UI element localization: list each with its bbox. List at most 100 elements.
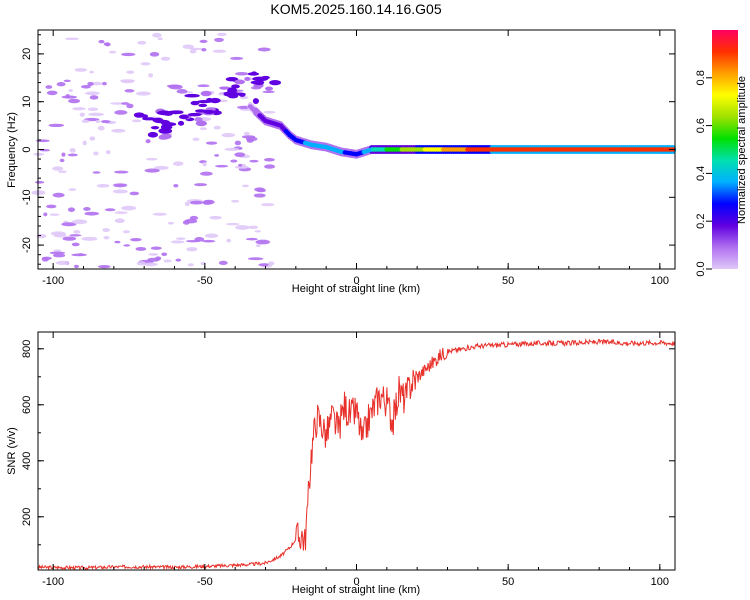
snr-panel: -100 -50 0 50 100 200 400 600 800 Height of str… [6,331,676,596]
spectrogram-noise-blob [234,92,246,96]
spectrogram-noise-blob [234,165,249,169]
spectrogram-noise-blob [223,91,239,97]
x-tick-label: 50 [502,275,514,287]
colorbar-label: Normalized spectral amplitude [736,76,748,224]
spectrogram-noise-blob [255,239,271,245]
spectrogram-noise-blob [71,242,80,247]
spectrogram-noise-blob [147,131,159,138]
spectrogram-noise-blob [91,81,103,86]
spectrogram-noise-blob [235,225,250,230]
spectrogram-noise-blob [231,84,240,89]
spectrogram-noise-blob [205,141,218,145]
x-tick-label: 0 [353,275,359,287]
spectrogram-noise-blob [81,236,98,241]
x-tick-label: -50 [197,576,213,588]
spectrogram-noise-blob [160,56,171,61]
spectrogram-noise-blob [217,32,227,37]
spectrogram-noise-blob [264,164,276,169]
spectrogram-noise-blob [150,246,162,250]
spectrogram-noise-blob [49,251,66,255]
spectrogram-y-axis-label: Frequency (Hz) [6,112,18,188]
spectrogram-noise-blob [175,258,182,262]
spectrogram-noise-blob [247,257,264,261]
spectrogram-noise-blob [262,90,275,94]
spectrogram-noise-blob [123,244,131,247]
spectrogram-noise-blob [189,47,203,51]
spectrogram-noise-blob [163,112,173,116]
spectrogram-noise-blob [184,93,200,98]
spectrogram-noise-blob [136,261,146,266]
spectrogram-noise-blob [56,81,66,87]
spectrogram-noise-blob [33,152,45,156]
spectrogram-noise-blob [112,189,128,194]
spectrogram-noise-blob [209,215,222,220]
spectrogram-noise-blob [244,76,251,81]
spectrogram-noise-blob [170,240,185,244]
spectrogram-noise-blob [144,168,160,173]
spectrogram-noise-blob [102,228,110,233]
spectrogram-noise-blob [89,136,96,141]
spectrogram-noise-blob [227,87,238,93]
spectrogram-noise-blob [249,159,259,163]
spectrogram-noise-blob [84,91,100,96]
spectrogram-noise-blob [105,150,111,155]
spectrogram-noise-blob [92,171,101,174]
spectrogram-noise-blob [59,158,65,163]
spectrogram-noise-blob [148,253,159,256]
spectrogram-noise-blob [175,237,186,241]
spectrogram-noise-blob [71,219,88,225]
spectrogram-noise-blob [148,73,154,78]
spectrogram-noise-blob [189,200,204,205]
spectrogram-noise-blob [176,89,188,94]
x-tick-label: 0 [353,576,359,588]
spectrogram-noise-blob [230,56,244,60]
spectrogram-noise-blob [187,263,194,267]
y-tick-label: 10 [21,96,33,108]
spectrogram-noise-blob [212,49,227,53]
spectrogram-noise-blob [72,107,86,111]
spectrogram-noise-blob [77,253,84,256]
spectrogram-noise-blob [243,131,250,136]
spectrogram-noise-blob [43,212,48,217]
colorbar-tick-label: 0.4 [695,166,707,181]
spectrogram-noise-blob [135,91,152,96]
spectrogram-noise-blob [67,153,78,157]
spectrogram-noise-blob [84,211,100,216]
spectrogram-noise-blob [143,262,158,267]
spectrogram-noise-blob [218,260,228,266]
spectrogram-noise-blob [96,184,110,188]
spectrogram-noise-blob [226,222,240,226]
spectrogram-noise-blob [194,183,208,187]
spectrogram-noise-blob [253,80,265,86]
spectrogram-noise-blob [234,140,242,146]
spectrogram-noise-blob [100,119,111,124]
x-tick-label: 100 [651,576,669,588]
spectrogram-noise-blob [46,204,57,209]
snr-y-ticks: 200 400 600 800 [21,340,675,546]
spectrogram-noise-blob [214,37,224,42]
spectrogram-noise-blob [198,103,208,108]
spectrogram-noise-blob [81,119,90,124]
spectrogram-noise-blob [245,237,258,241]
spectrogram-noise-blob [189,215,199,221]
spectrogram-noise-blob [235,71,249,76]
spectrogram-noise-blob [159,128,167,133]
spectrogram-noise-blob [68,98,81,104]
spectrogram-noise-blob [74,68,88,72]
spectrogram-noise-blob [202,200,213,205]
spectrogram-noise-blob [186,247,198,252]
spectrogram-noise-blob [58,170,67,174]
spectrogram-noise-blob [265,86,274,91]
spectrogram-noise-blob [41,256,52,260]
spectrogram-noise-blob [137,40,147,45]
x-tick-label: 100 [651,275,669,287]
spectrogram-noise-blob [199,39,208,43]
spectrogram-noise-blob [79,112,85,117]
spectrogram-x-axis-label: Height of straight line (km) [292,283,420,295]
spectrogram-noise-blob [234,152,246,158]
colorbar-tick-label: 0.6 [695,118,707,133]
spectrogram-noise-blob [231,199,240,203]
spectrogram-noise-blob [89,70,94,74]
spectrogram-noise-blob [160,133,172,139]
spectrogram-noise-blob [103,42,109,46]
